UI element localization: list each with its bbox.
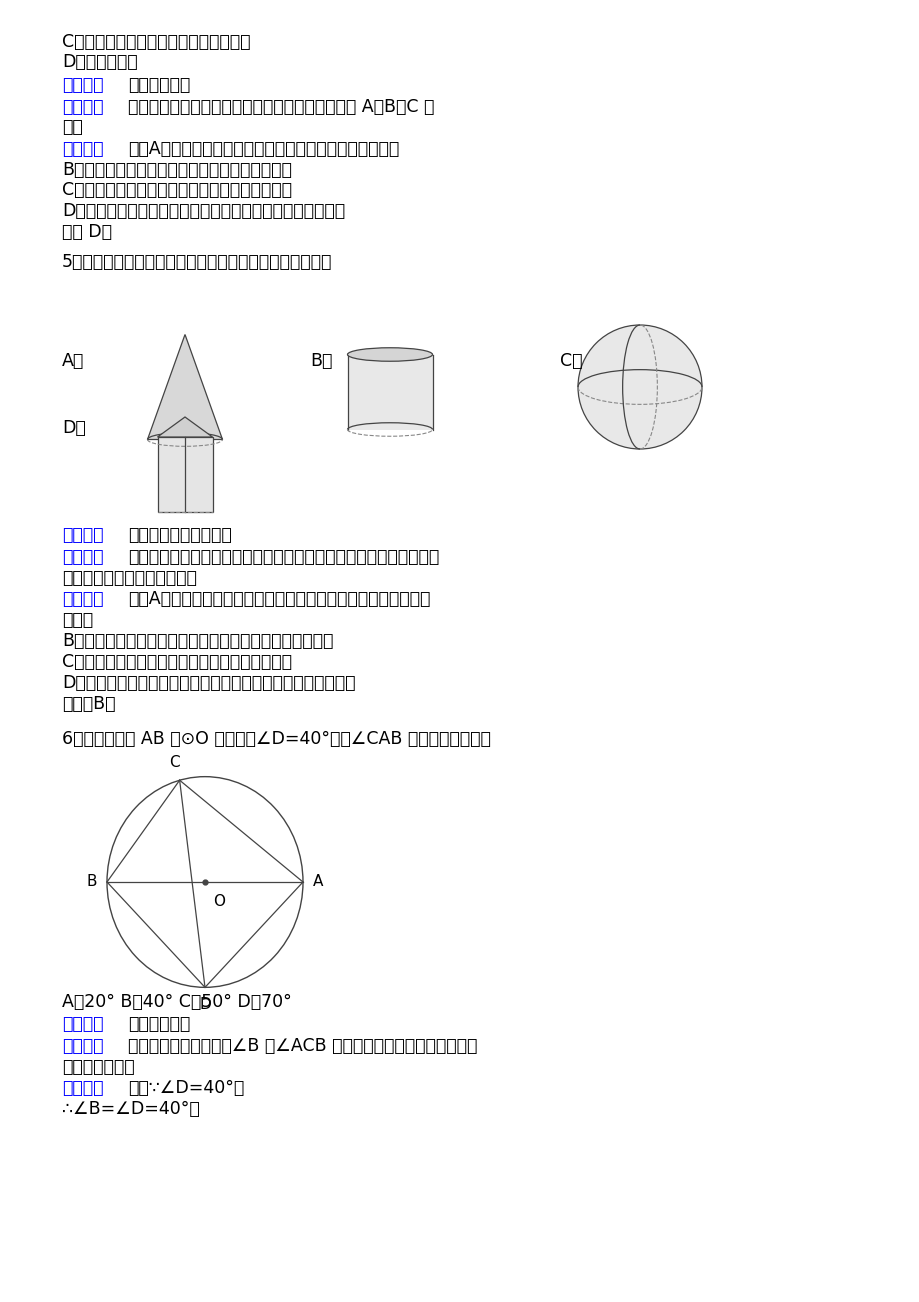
Text: D、内错角相等，错误，缺少条件两直线平行，内错角相等．: D、内错角相等，错误，缺少条件两直线平行，内错角相等． [62,202,345,220]
Text: 命题与定理．: 命题与定理． [128,76,190,94]
Text: 解：∵∠D=40°，: 解：∵∠D=40°， [128,1079,244,1098]
Text: 【解答】: 【解答】 [62,590,104,608]
Text: D、三棱柱的主视图为矩形和俯视图为三角形，故本选项错误．: D、三棱柱的主视图为矩形和俯视图为三角形，故本选项错误． [62,674,355,691]
Text: D．内错角相等: D．内错角相等 [62,53,138,72]
Text: C．: C． [560,352,582,370]
Text: D．: D． [62,419,85,437]
Text: B: B [86,875,96,889]
Text: B、有一个角是直角的平行四边形是矩形，正确．: B、有一个角是直角的平行四边形是矩形，正确． [62,161,291,178]
Text: D: D [199,997,210,1013]
Text: 故选：B．: 故选：B． [62,695,116,713]
Text: 故选 D．: 故选 D． [62,223,112,241]
Text: 5．下列几何体中，主视图和俯视图都为矩形的是（　　）: 5．下列几何体中，主视图和俯视图都为矩形的是（ ） [62,253,332,271]
Text: 即可得出结论．: 即可得出结论． [62,1059,134,1075]
Text: A．20° B．40° C．50° D．70°: A．20° B．40° C．50° D．70° [62,993,291,1010]
Text: 【分析】: 【分析】 [62,98,104,116]
Text: O: O [213,894,225,909]
Polygon shape [157,417,212,437]
Text: 确．: 确． [62,118,83,135]
Text: 解：A、圆锥的主视图是三角形，俯视图是带圆心的圆，故本选项: 解：A、圆锥的主视图是三角形，俯视图是带圆心的圆，故本选项 [128,590,430,608]
Text: 【考点】: 【考点】 [62,1016,104,1032]
Polygon shape [157,437,212,512]
Text: C: C [169,755,180,771]
Text: 错误；: 错误； [62,611,93,629]
Text: 先根据圆周角定理求出∠B 及∠ACB 的度数，再由直角三角形的性质: 先根据圆周角定理求出∠B 及∠ACB 的度数，再由直角三角形的性质 [128,1036,477,1055]
Ellipse shape [347,348,432,361]
Text: ∴∠B=∠D=40°．: ∴∠B=∠D=40°． [62,1100,199,1118]
Text: 【分析】: 【分析】 [62,548,104,566]
Text: C、有一组邻边相等的平行四边形是菱形，正确．: C、有一组邻边相等的平行四边形是菱形，正确． [62,181,291,199]
Circle shape [577,326,701,449]
Text: 【分析】: 【分析】 [62,1036,104,1055]
Text: 简单几何体的三视图．: 简单几何体的三视图． [128,526,232,544]
Text: 【考点】: 【考点】 [62,76,104,94]
Text: 【考点】: 【考点】 [62,526,104,544]
Text: C、球的主视图、俯视图都是圆，故本选项错误；: C、球的主视图、俯视图都是圆，故本选项错误； [62,654,291,671]
Polygon shape [347,354,432,430]
Text: 【解答】: 【解答】 [62,1079,104,1098]
Text: C．有一组邻边相等的平行四边形是菱形: C．有一组邻边相等的平行四边形是菱形 [62,33,250,51]
Polygon shape [147,335,222,440]
Text: 6．如图，已知 AB 是⊙O 的直径，∠D=40°，则∠CAB 的度数为（　　）: 6．如图，已知 AB 是⊙O 的直径，∠D=40°，则∠CAB 的度数为（ ） [62,730,491,749]
Text: 从而得出都为矩形的几何体．: 从而得出都为矩形的几何体． [62,569,197,587]
Text: A: A [312,875,323,889]
Text: B、圆柱的主视图是矩形、俯视图是矩形，故本选项正确；: B、圆柱的主视图是矩形、俯视图是矩形，故本选项正确； [62,631,333,650]
Text: 圆周角定理．: 圆周角定理． [128,1016,190,1032]
Text: A．: A． [62,352,85,370]
Text: 分别分析四个选项中圆锥、圆柱、球体、三棱柱的主视图、俯视图，: 分别分析四个选项中圆锥、圆柱、球体、三棱柱的主视图、俯视图， [128,548,438,566]
Text: 根据平行四边形、矩形、菱形的判定方法即可判断 A、B、C 正: 根据平行四边形、矩形、菱形的判定方法即可判断 A、B、C 正 [128,98,434,116]
Text: 解：A、两组对边分别平行的四边形是平行四边形，正确．: 解：A、两组对边分别平行的四边形是平行四边形，正确． [128,141,399,158]
Text: B．: B． [310,352,332,370]
Text: 【解答】: 【解答】 [62,141,104,158]
